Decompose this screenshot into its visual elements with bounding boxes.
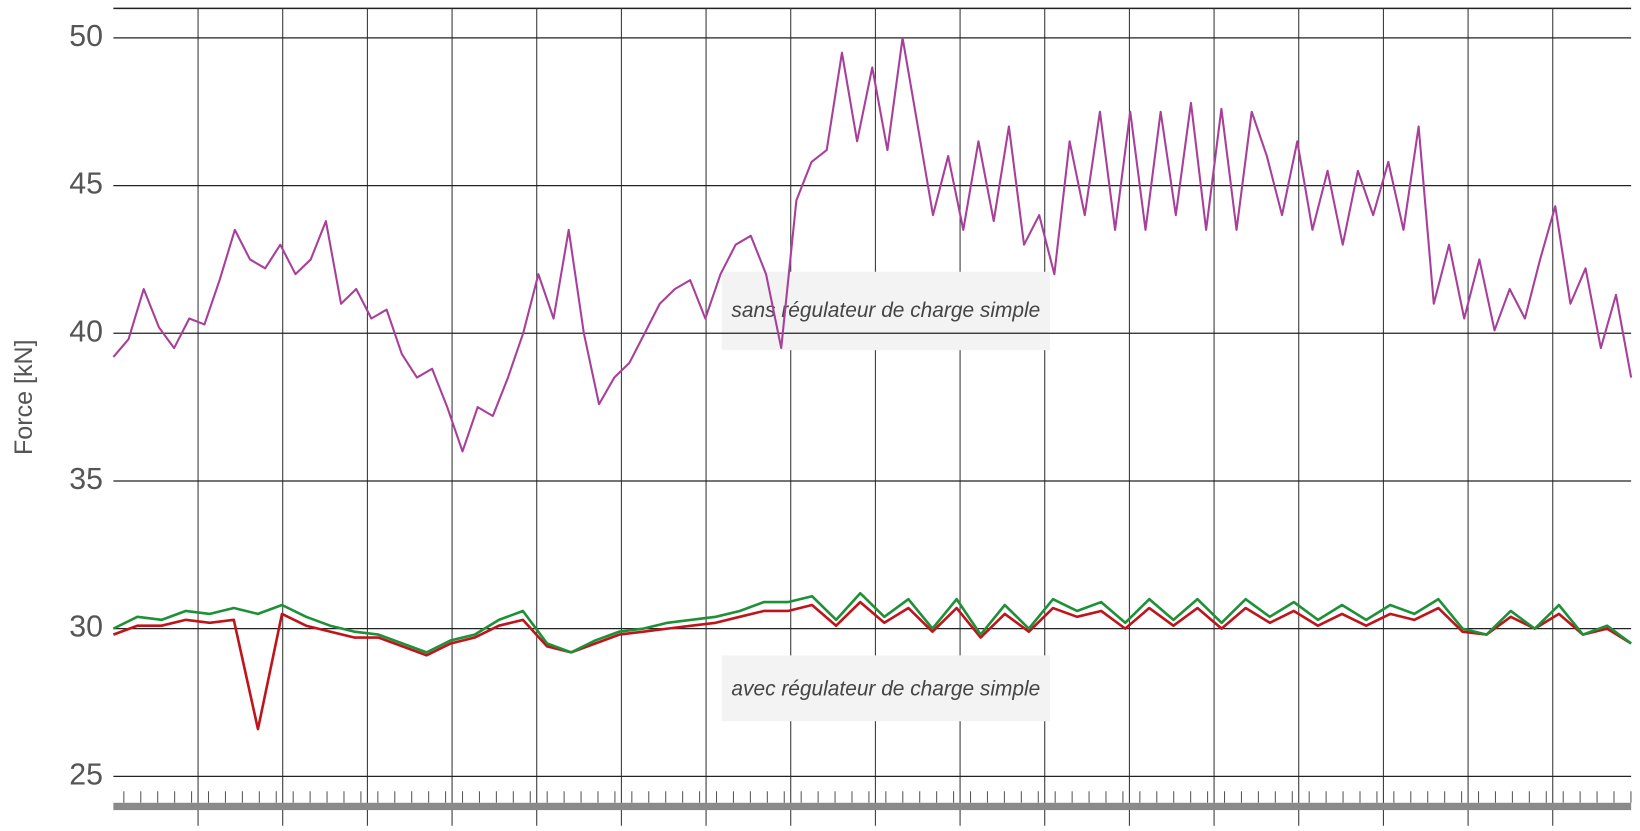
y-tick-label: 35 bbox=[69, 463, 103, 496]
y-tick-label: 40 bbox=[69, 315, 103, 348]
data-line bbox=[112, 36, 1633, 453]
data-line bbox=[112, 600, 1632, 731]
y-tick-label: 45 bbox=[69, 168, 103, 201]
y-axis-label: Force [kN] bbox=[10, 339, 38, 455]
data-line bbox=[112, 591, 1632, 654]
annotation: avec régulateur de charge simple bbox=[731, 677, 1040, 700]
y-tick-label: 25 bbox=[69, 758, 103, 791]
y-tick-label: 50 bbox=[69, 20, 103, 53]
annotation-box bbox=[721, 271, 1050, 351]
annotation-box bbox=[721, 655, 1050, 722]
y-tick-label: 30 bbox=[69, 611, 103, 644]
annotation: sans régulateur de charge simple bbox=[731, 299, 1040, 322]
vertical-grid bbox=[113, 7, 1632, 826]
x-axis-bar bbox=[113, 802, 1632, 811]
